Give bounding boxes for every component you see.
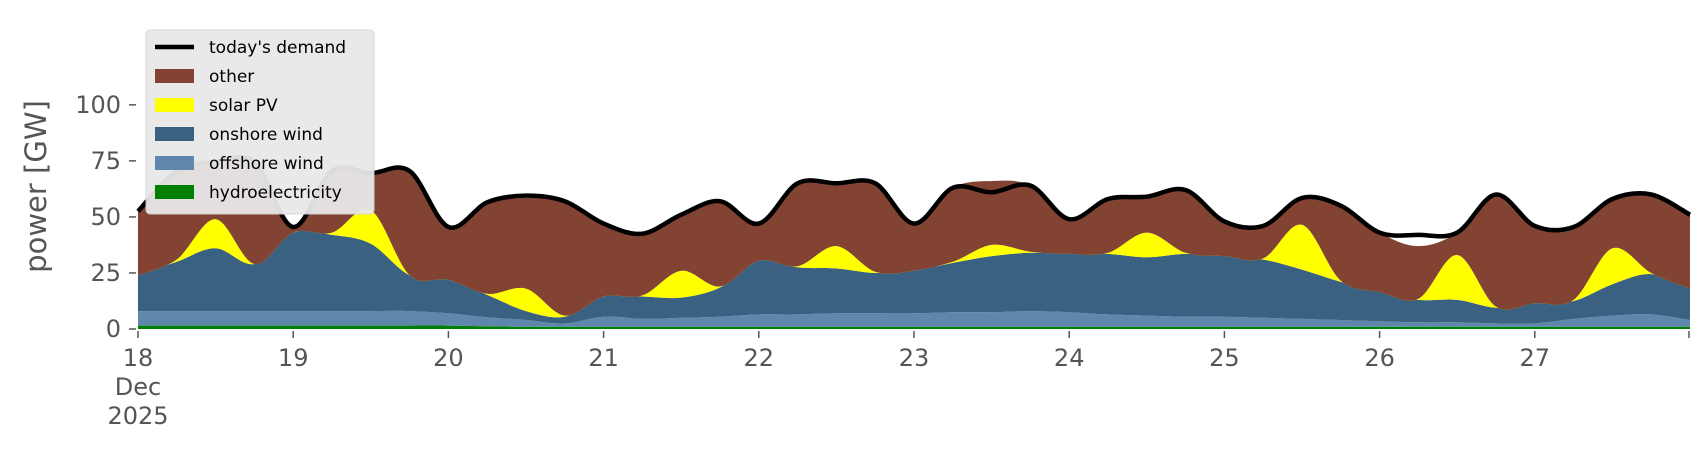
y-tick-label: 75 [90,147,121,175]
legend-swatch [155,127,194,141]
legend: today's demand other solar PV onshore wind o… [145,29,375,215]
x-tick-month-label: Dec [115,373,161,401]
x-tick-label: 26 [1364,344,1395,372]
legend-label: hydroelectricity [209,183,342,203]
legend-item-offshore-wind: offshore wind [155,154,324,174]
legend-item-onshore-wind: onshore wind [155,125,323,145]
y-tick-label: 25 [90,259,121,287]
legend-item-solar-pv: solar PV [155,96,278,116]
demand-layer [136,154,1692,239]
legend-swatch [155,69,194,83]
x-tick-label: 18 [123,344,154,372]
legend-swatch [155,156,194,170]
legend-label: today's demand [209,38,346,58]
x-tick-label: 25 [1209,344,1240,372]
legend-item-today-s-demand: today's demand [155,38,346,58]
legend-label: offshore wind [209,154,324,174]
x-tick-label: 19 [278,344,309,372]
legend-item-other: other [155,67,254,87]
x-tick-label: 23 [899,344,930,372]
legend-label: onshore wind [209,125,323,145]
x-tick-label: 22 [744,344,775,372]
y-axis-label: power [GW] [19,100,53,273]
area-solar-pv [138,208,1690,318]
legend-label: solar PV [209,96,278,116]
x-tick-label: 24 [1054,344,1085,372]
legend-box [145,29,375,215]
area-offshore-wind [138,310,1690,327]
area-other [138,156,1690,316]
x-tick-year-label: 2025 [107,402,168,430]
legend-item-hydroelectricity: hydroelectricity [155,183,342,203]
legend-label: other [209,67,254,87]
y-tick-label: 50 [90,203,121,231]
x-tick-label: 20 [433,344,464,372]
line-today-s-demand [136,154,1692,239]
x-tick-label: 27 [1520,344,1551,372]
area-onshore-wind [138,230,1690,324]
y-tick-label: 0 [106,315,121,343]
legend-swatch [155,185,194,199]
legend-swatch [155,98,194,112]
y-tick-label: 100 [75,91,121,119]
area-hydroelectricity [138,325,1690,329]
x-tick-label: 21 [588,344,619,372]
areas-layer [138,156,1690,329]
